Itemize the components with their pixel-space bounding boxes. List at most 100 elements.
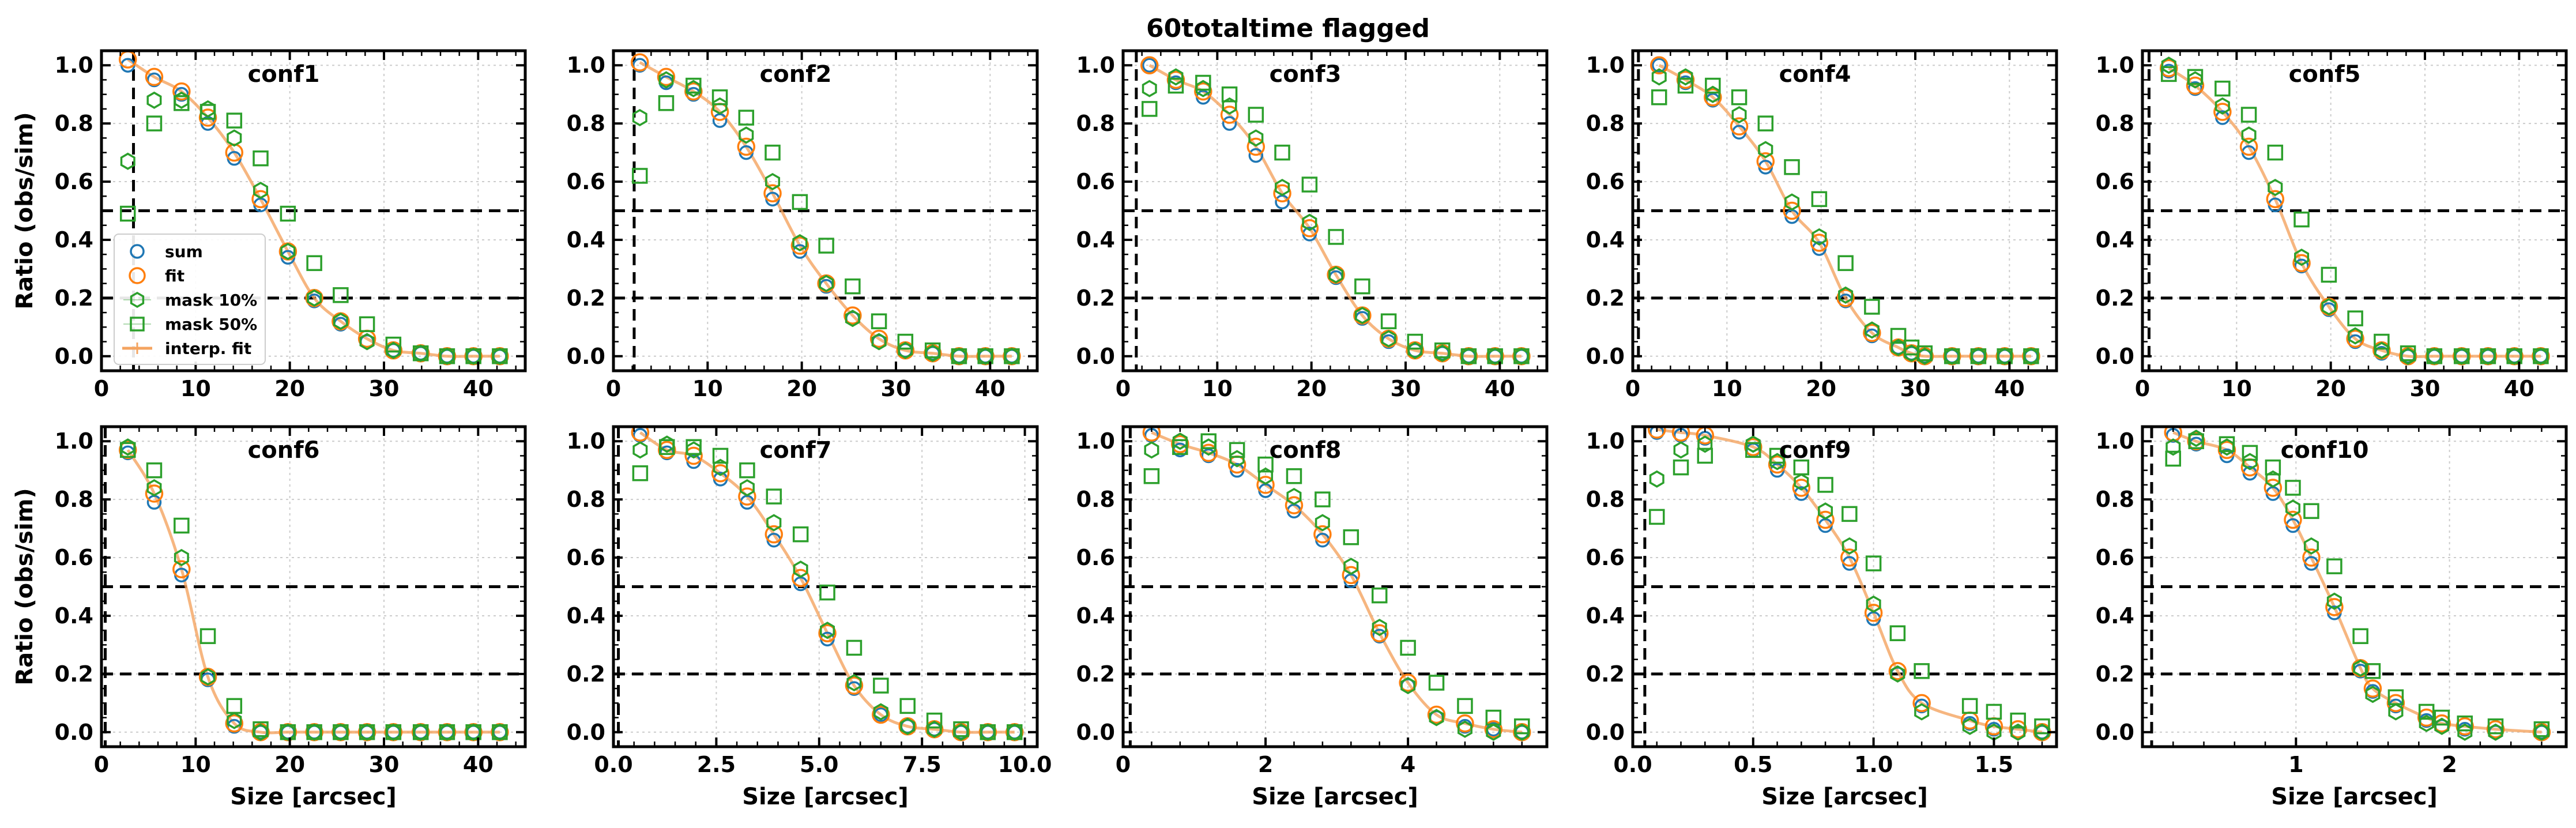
marker-mask-50-	[2285, 480, 2301, 496]
marker-mask-10-	[739, 126, 754, 144]
marker-sum	[2348, 334, 2363, 349]
x-tick-label: 2	[1258, 752, 1273, 777]
marker-mask-10-	[1302, 213, 1317, 231]
marker-mask-10-	[873, 703, 888, 721]
x-tick-label: 0	[1116, 752, 1131, 777]
interp-fit-line	[127, 58, 500, 358]
marker-mask-50-	[1141, 101, 1158, 117]
y-tick-label: 0.6	[2096, 545, 2134, 570]
marker-mask-10-	[1818, 502, 1833, 520]
marker-fit	[711, 464, 730, 483]
marker-mask-10-	[765, 172, 781, 191]
y-tick-label: 0.8	[2096, 111, 2134, 136]
y-tick-label: 0.2	[1586, 285, 1625, 311]
marker-mask-50-	[1697, 447, 1713, 464]
marker-mask-50-	[2434, 709, 2450, 726]
marker-mask-10-	[1142, 80, 1157, 97]
y-tick-label: 0.6	[1586, 169, 1625, 194]
y-tick-label: 0.4	[2096, 603, 2134, 628]
marker-mask-50-	[2533, 348, 2549, 364]
marker-fit	[630, 53, 649, 71]
marker-mask-10-	[793, 560, 808, 578]
legend-label: mask 50%	[165, 315, 257, 334]
marker-fit	[2266, 190, 2285, 209]
marker-fit	[1649, 56, 1669, 74]
marker-mask-50-	[2487, 718, 2504, 735]
subplot-conf9: 0.0 0.5 1.0 1.5 0.0 0.2 0.4 0.6 0.8 1.0 conf9 Size …	[1586, 425, 2058, 810]
x-tick-label: 2.5	[697, 752, 736, 777]
marker-mask-50-	[2374, 333, 2390, 350]
plot-area	[613, 427, 1037, 747]
y-tick-label: 1.0	[1586, 428, 1625, 454]
marker-mask-10-	[2215, 97, 2230, 115]
marker-mask-10-	[2326, 592, 2342, 610]
marker-fit	[2159, 59, 2178, 78]
marker-fit	[251, 190, 270, 209]
marker-fit	[172, 560, 191, 578]
y-tick-label: 0.4	[55, 227, 93, 253]
marker-mask-10-	[1758, 141, 1773, 159]
marker-fit	[2302, 548, 2321, 567]
marker-sum	[846, 681, 862, 696]
marker-mask-50-	[631, 168, 648, 184]
marker-mask-50-	[2418, 703, 2435, 720]
marker-mask-10-	[632, 441, 648, 459]
marker-sum	[1222, 116, 1237, 131]
marker-mask-50-	[1343, 529, 1359, 545]
marker-mask-50-	[739, 462, 755, 479]
x-tick-label: 1	[2288, 752, 2303, 777]
x-tick-label: 2	[2442, 752, 2457, 777]
marker-sum	[1651, 58, 1667, 73]
subplot-title: conf9	[1779, 437, 1851, 464]
marker-fit	[2456, 717, 2474, 736]
marker-mask-50-	[253, 150, 269, 167]
marker-fit	[1676, 70, 1695, 89]
marker-mask-50-	[1248, 107, 1264, 123]
marker-mask-10-	[1275, 179, 1290, 197]
x-axis-label: Size [arcsec]	[1252, 784, 1418, 810]
interp-fit-line	[2168, 67, 2541, 359]
marker-mask-50-	[792, 194, 808, 210]
marker-mask-10-	[280, 243, 296, 261]
marker-fit	[1816, 510, 1835, 529]
plot-area	[1633, 427, 2057, 747]
x-tick-label: 40	[1994, 376, 2025, 401]
marker-mask-10-	[1328, 266, 1344, 284]
marker-mask-50-	[1970, 348, 1987, 364]
y-tick-label: 0.4	[1076, 603, 1115, 628]
x-tick-label: 40	[1485, 376, 1515, 401]
marker-mask-50-	[2187, 69, 2204, 85]
marker-mask-50-	[465, 724, 481, 740]
marker-fit	[1792, 479, 1811, 497]
marker-mask-50-	[2034, 718, 2050, 735]
y-tick-label: 0.2	[55, 661, 93, 687]
marker-mask-50-	[846, 639, 863, 656]
marker-fit	[2187, 432, 2205, 450]
interp-fit-line	[126, 449, 500, 735]
marker-mask-10-	[1745, 435, 1761, 453]
marker-sum	[2187, 81, 2203, 96]
marker-mask-50-	[119, 442, 136, 458]
plot-area	[1123, 427, 1547, 747]
marker-sum	[1865, 328, 1880, 344]
y-tick-label: 0.2	[567, 285, 605, 311]
marker-mask-50-	[2265, 459, 2281, 476]
marker-mask-10-	[2348, 327, 2363, 345]
marker-fit	[145, 484, 164, 503]
y-tick-label: 0.0	[1586, 344, 1625, 369]
marker-mask-10-	[1400, 676, 1416, 695]
marker-mask-10-	[227, 129, 242, 147]
legend-label: mask 10%	[165, 291, 257, 310]
marker-fit	[684, 82, 703, 101]
marker-mask-50-	[385, 724, 402, 740]
marker-mask-50-	[1007, 724, 1023, 740]
marker-mask-50-	[658, 95, 675, 111]
marker-mask-50-	[1301, 176, 1318, 193]
marker-mask-10-	[1172, 432, 1188, 450]
marker-fit	[763, 184, 782, 202]
marker-mask-50-	[333, 287, 349, 303]
marker-mask-10-	[820, 622, 835, 639]
marker-mask-10-	[333, 313, 348, 330]
marker-mask-50-	[711, 89, 728, 106]
legend-marker-mask50	[130, 317, 145, 332]
